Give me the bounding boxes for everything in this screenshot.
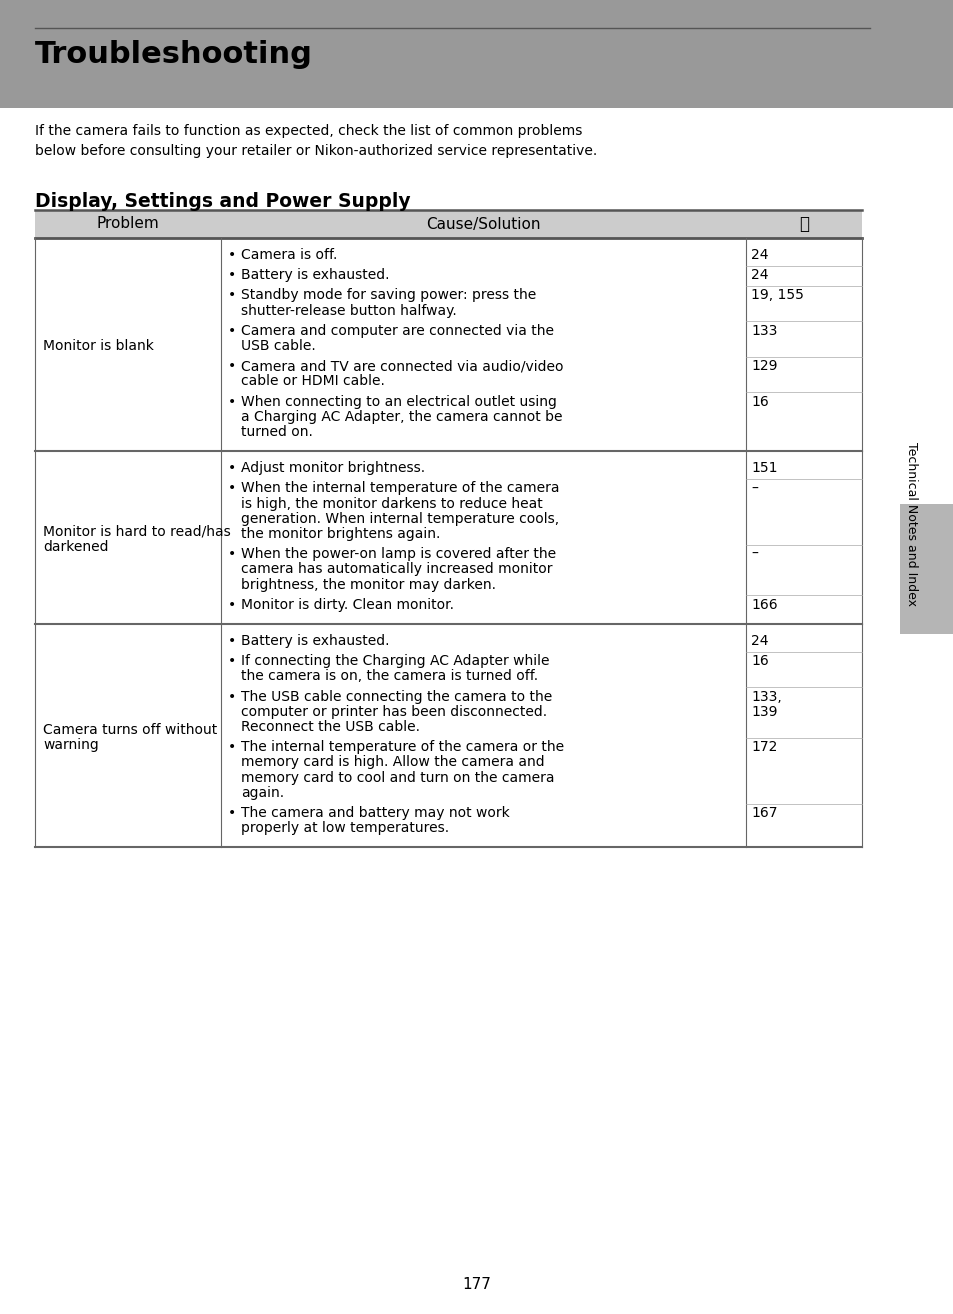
- Text: generation. When internal temperature cools,: generation. When internal temperature co…: [241, 511, 558, 526]
- Text: 📖: 📖: [799, 215, 808, 233]
- Text: 167: 167: [750, 805, 777, 820]
- Text: •: •: [228, 268, 236, 283]
- Text: If the camera fails to function as expected, check the list of common problems
b: If the camera fails to function as expec…: [35, 124, 597, 158]
- Text: Camera and computer are connected via the: Camera and computer are connected via th…: [241, 323, 554, 338]
- Text: 24: 24: [750, 633, 768, 648]
- Text: 133,: 133,: [750, 690, 781, 703]
- Text: Camera and TV are connected via audio/video: Camera and TV are connected via audio/vi…: [241, 359, 563, 373]
- Text: Monitor is hard to read/has: Monitor is hard to read/has: [43, 524, 231, 539]
- Text: 24: 24: [750, 268, 768, 283]
- Text: The camera and battery may not work: The camera and battery may not work: [241, 805, 509, 820]
- Text: 177: 177: [462, 1277, 491, 1292]
- Text: •: •: [228, 481, 236, 495]
- Text: •: •: [228, 394, 236, 409]
- Text: the camera is on, the camera is turned off.: the camera is on, the camera is turned o…: [241, 669, 537, 683]
- Text: Cause/Solution: Cause/Solution: [426, 217, 540, 231]
- Text: 133: 133: [750, 323, 777, 338]
- Text: camera has automatically increased monitor: camera has automatically increased monit…: [241, 562, 552, 577]
- Text: 139: 139: [750, 704, 777, 719]
- Text: darkened: darkened: [43, 540, 109, 553]
- Text: 151: 151: [750, 461, 777, 476]
- Text: The USB cable connecting the camera to the: The USB cable connecting the camera to t…: [241, 690, 552, 703]
- Text: memory card to cool and turn on the camera: memory card to cool and turn on the came…: [241, 770, 554, 784]
- Text: brightness, the monitor may darken.: brightness, the monitor may darken.: [241, 578, 496, 591]
- Bar: [35, 238, 862, 451]
- Text: 172: 172: [750, 740, 777, 754]
- Text: memory card is high. Allow the camera and: memory card is high. Allow the camera an…: [241, 756, 544, 770]
- Bar: [35, 451, 862, 624]
- Text: Monitor is dirty. Clean monitor.: Monitor is dirty. Clean monitor.: [241, 598, 454, 612]
- Text: 16: 16: [750, 654, 768, 669]
- Text: warning: warning: [43, 737, 99, 752]
- Text: •: •: [228, 288, 236, 302]
- Text: If connecting the Charging AC Adapter while: If connecting the Charging AC Adapter wh…: [241, 654, 549, 669]
- Bar: [0, 0, 953, 108]
- Bar: [35, 624, 862, 848]
- Text: 24: 24: [750, 248, 768, 261]
- Bar: [35, 210, 862, 238]
- Text: is high, the monitor darkens to reduce heat: is high, the monitor darkens to reduce h…: [241, 497, 542, 511]
- Text: properly at low temperatures.: properly at low temperatures.: [241, 821, 449, 836]
- Text: cable or HDMI cable.: cable or HDMI cable.: [241, 374, 385, 389]
- Text: •: •: [228, 654, 236, 669]
- Text: •: •: [228, 248, 236, 261]
- Text: •: •: [228, 633, 236, 648]
- Text: USB cable.: USB cable.: [241, 339, 315, 353]
- Text: –: –: [750, 547, 758, 561]
- Text: •: •: [228, 598, 236, 612]
- Text: Standby mode for saving power: press the: Standby mode for saving power: press the: [241, 288, 536, 302]
- Text: When connecting to an electrical outlet using: When connecting to an electrical outlet …: [241, 394, 557, 409]
- Text: Camera is off.: Camera is off.: [241, 248, 337, 261]
- Text: Reconnect the USB cable.: Reconnect the USB cable.: [241, 720, 419, 735]
- Text: Camera turns off without: Camera turns off without: [43, 723, 217, 737]
- Text: Technical Notes and Index: Technical Notes and Index: [904, 442, 918, 606]
- Text: 166: 166: [750, 598, 777, 612]
- Text: •: •: [228, 805, 236, 820]
- Bar: [899, 505, 953, 633]
- Text: computer or printer has been disconnected.: computer or printer has been disconnecte…: [241, 704, 547, 719]
- Text: •: •: [228, 690, 236, 703]
- Text: 16: 16: [750, 394, 768, 409]
- Text: •: •: [228, 547, 236, 561]
- Text: •: •: [228, 461, 236, 476]
- Text: Display, Settings and Power Supply: Display, Settings and Power Supply: [35, 192, 410, 212]
- Text: again.: again.: [241, 786, 284, 800]
- Text: Battery is exhausted.: Battery is exhausted.: [241, 633, 389, 648]
- Text: Battery is exhausted.: Battery is exhausted.: [241, 268, 389, 283]
- Text: •: •: [228, 323, 236, 338]
- Text: The internal temperature of the camera or the: The internal temperature of the camera o…: [241, 740, 563, 754]
- Text: shutter-release button halfway.: shutter-release button halfway.: [241, 304, 456, 318]
- Text: •: •: [228, 359, 236, 373]
- Text: Troubleshooting: Troubleshooting: [35, 39, 313, 70]
- Text: Problem: Problem: [96, 217, 159, 231]
- Text: When the internal temperature of the camera: When the internal temperature of the cam…: [241, 481, 559, 495]
- Text: –: –: [750, 481, 758, 495]
- Text: •: •: [228, 740, 236, 754]
- Text: Monitor is blank: Monitor is blank: [43, 339, 153, 353]
- Text: When the power-on lamp is covered after the: When the power-on lamp is covered after …: [241, 547, 556, 561]
- Text: the monitor brightens again.: the monitor brightens again.: [241, 527, 440, 541]
- Text: 19, 155: 19, 155: [750, 288, 803, 302]
- Text: Adjust monitor brightness.: Adjust monitor brightness.: [241, 461, 425, 476]
- Text: turned on.: turned on.: [241, 424, 313, 439]
- Text: a Charging AC Adapter, the camera cannot be: a Charging AC Adapter, the camera cannot…: [241, 410, 562, 424]
- Text: 129: 129: [750, 359, 777, 373]
